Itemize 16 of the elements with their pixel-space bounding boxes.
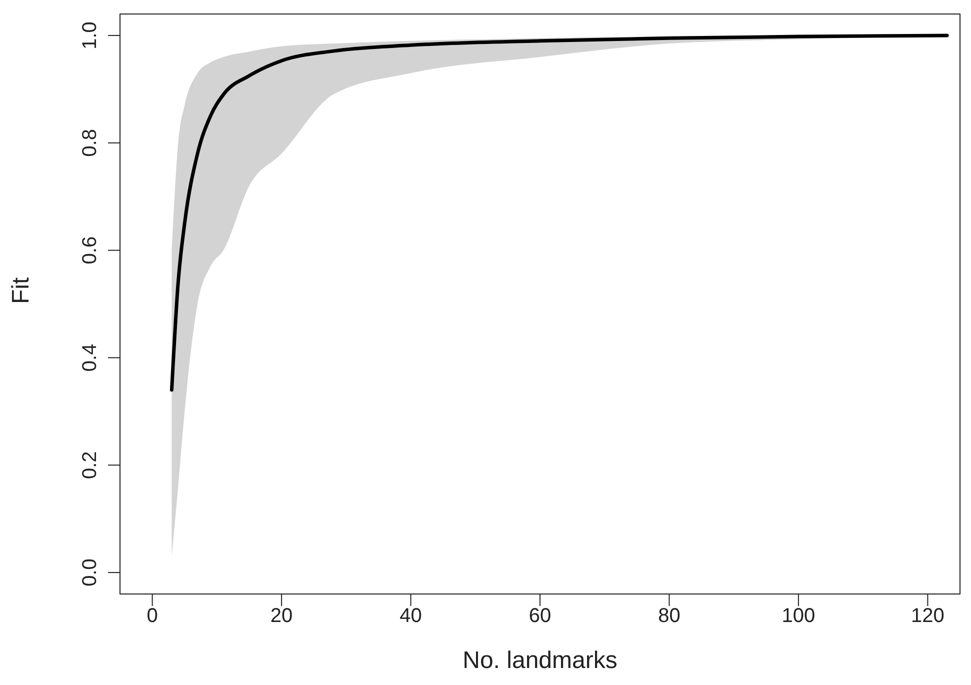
y-axis-title: Fit: [8, 277, 35, 304]
y-tick-label: 0.0: [79, 558, 101, 586]
x-tick-label: 20: [270, 605, 293, 628]
y-tick-label: 0.2: [79, 451, 101, 480]
x-tick-label: 40: [400, 605, 422, 628]
y-tick-label: 0.8: [79, 128, 101, 157]
x-tick-label: 60: [528, 605, 552, 628]
x-axis-title: No. landmarks: [462, 647, 618, 674]
x-tick-label: 80: [658, 605, 680, 628]
x-tick-label: 120: [911, 605, 944, 628]
y-tick-label: 1.0: [79, 22, 101, 50]
line-series: [170, 34, 949, 392]
y-tick-label: 0.4: [79, 344, 101, 372]
x-tick-label: 0: [146, 605, 158, 628]
x-tick-label: 100: [782, 605, 816, 628]
y-tick-label: 0.6: [79, 236, 101, 264]
